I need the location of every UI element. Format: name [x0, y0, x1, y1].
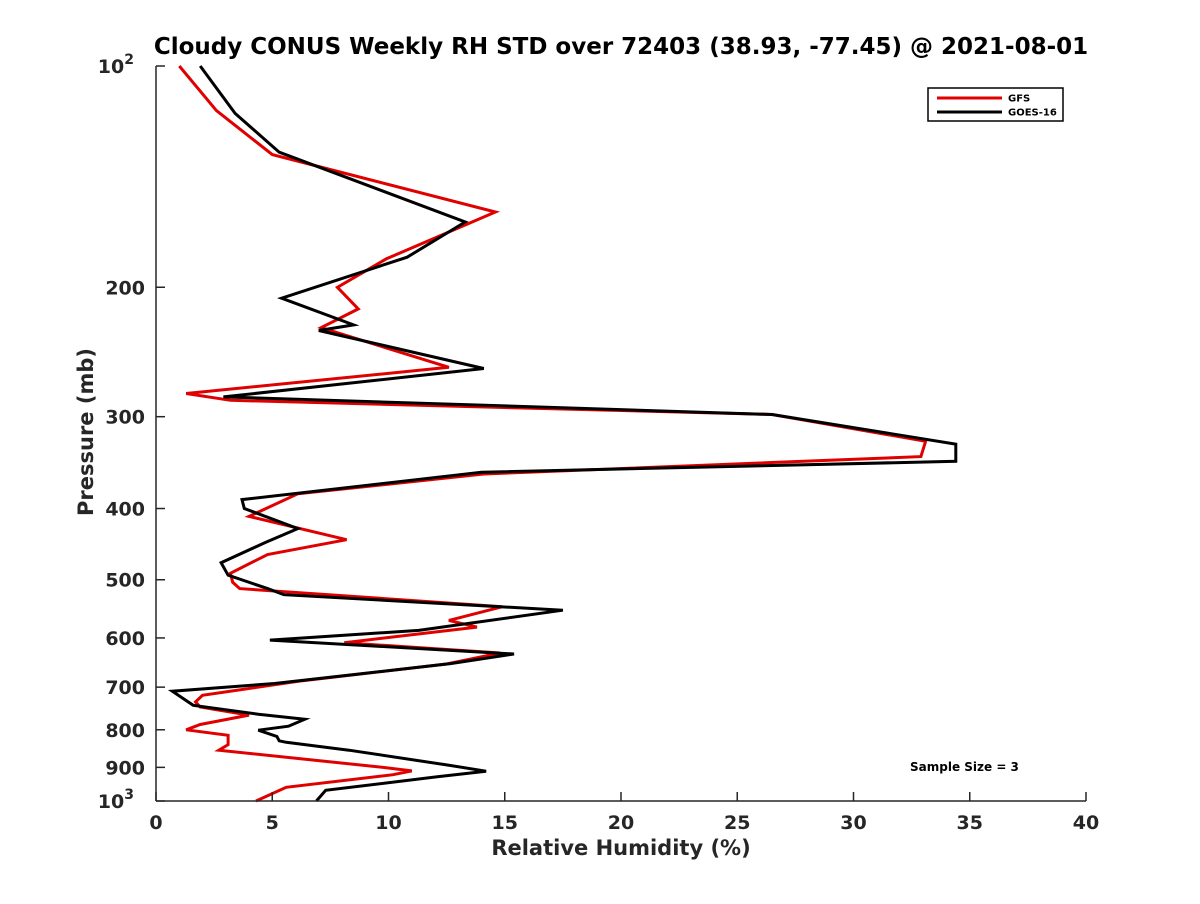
x-tick-label: 40	[1073, 812, 1099, 834]
x-tick-label: 5	[266, 812, 279, 834]
x-tick-label: 20	[608, 812, 634, 834]
y-tick-label: 300	[105, 407, 145, 429]
x-axis-label: Relative Humidity (%)	[491, 836, 750, 860]
x-tick-label: 30	[840, 812, 866, 834]
sample-size-annotation: Sample Size = 3	[910, 760, 1019, 774]
series-line-gfs	[178, 65, 928, 803]
x-tick-label: 35	[957, 812, 983, 834]
y-tick-label: 500	[105, 570, 145, 592]
legend-label: GFS	[1008, 94, 1030, 105]
x-tick-label: 25	[724, 812, 750, 834]
y-tick-label: 103	[98, 787, 134, 813]
axes-layer: 0 5 10 15 20 25 30 35 40 102 200 300 400 500 600 700 800…	[98, 52, 1099, 834]
y-tick-label: 400	[105, 499, 145, 521]
series-line-goes-16	[167, 65, 958, 802]
y-tick-label: 600	[105, 628, 145, 650]
legend: GFS GOES-16	[927, 87, 1064, 122]
y-tick-label: 800	[105, 720, 145, 742]
x-tick-label: 0	[149, 812, 162, 834]
chart-title: Cloudy CONUS Weekly RH STD over 72403 (3…	[154, 34, 1088, 60]
y-tick-label: 102	[98, 52, 134, 78]
y-tick-label: 200	[105, 277, 145, 299]
x-tick-label: 10	[375, 812, 401, 834]
legend-label: GOES-16	[1008, 108, 1057, 119]
y-tick-label: 900	[105, 757, 145, 779]
y-axis-label: Pressure (mb)	[74, 348, 98, 516]
legend-box	[927, 87, 1064, 122]
series-layer	[167, 65, 958, 803]
y-tick-label: 700	[105, 677, 145, 699]
x-tick-label: 15	[492, 812, 518, 834]
